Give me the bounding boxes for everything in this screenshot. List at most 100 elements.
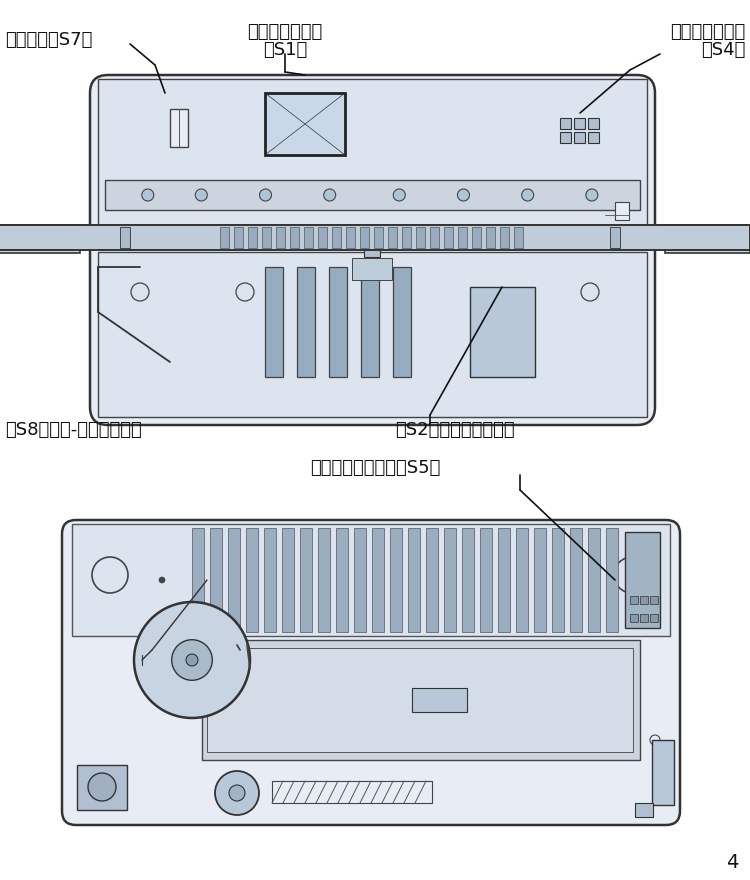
Bar [652, 740, 674, 805]
Bar [610, 227, 620, 248]
Bar [514, 227, 523, 248]
Bar [329, 267, 347, 377]
Bar [458, 227, 467, 248]
FancyBboxPatch shape [90, 75, 655, 425]
Bar [304, 227, 313, 248]
Circle shape [393, 189, 405, 201]
Bar [630, 614, 638, 622]
Bar [430, 227, 439, 248]
Bar [534, 528, 546, 632]
Circle shape [172, 640, 212, 680]
Bar [228, 528, 240, 632]
Bar [297, 267, 315, 377]
Bar [588, 132, 599, 143]
Bar [282, 528, 294, 632]
Bar [665, 225, 750, 253]
Text: 切纸刀感应开关: 切纸刀感应开关 [670, 23, 745, 41]
Bar [346, 227, 355, 248]
Bar [650, 614, 658, 622]
Bar [390, 528, 402, 632]
Bar [210, 528, 222, 632]
Bar [560, 118, 571, 129]
Bar [318, 528, 330, 632]
Bar [462, 528, 474, 632]
Bar [574, 118, 585, 129]
Circle shape [458, 189, 470, 201]
Bar [0, 225, 750, 250]
FancyBboxPatch shape [62, 520, 680, 825]
Bar [364, 237, 380, 257]
Bar [393, 267, 411, 377]
Circle shape [586, 189, 598, 201]
Bar [262, 227, 271, 248]
Bar [374, 227, 383, 248]
Bar [360, 227, 369, 248]
Bar [388, 227, 397, 248]
Bar [412, 688, 467, 712]
Bar [192, 528, 204, 632]
Bar [265, 267, 283, 377]
Circle shape [215, 771, 259, 815]
Bar [480, 528, 492, 632]
Bar [246, 528, 258, 632]
Bar [372, 528, 384, 632]
Bar [207, 648, 633, 752]
Bar [444, 528, 456, 632]
Bar [248, 227, 257, 248]
Text: 触摸屏主控制器: 触摸屏主控制器 [248, 23, 322, 41]
Circle shape [260, 189, 272, 201]
Bar [574, 132, 585, 143]
Bar [272, 781, 432, 803]
Bar [615, 202, 629, 220]
Bar [120, 227, 130, 248]
Bar [650, 596, 658, 604]
Bar [336, 528, 348, 632]
Circle shape [134, 602, 250, 718]
Bar [635, 803, 653, 817]
Bar [500, 227, 509, 248]
Bar [408, 528, 420, 632]
Bar [354, 528, 366, 632]
Text: 4: 4 [725, 853, 738, 871]
Bar [560, 132, 571, 143]
Bar [470, 287, 535, 377]
Bar [352, 258, 392, 280]
Text: （S1）: （S1） [262, 41, 308, 59]
Bar [486, 227, 495, 248]
Circle shape [142, 189, 154, 201]
Bar [276, 227, 285, 248]
Bar [472, 227, 481, 248]
Bar [264, 528, 276, 632]
Bar [361, 267, 379, 377]
Circle shape [159, 577, 165, 583]
Circle shape [195, 189, 207, 201]
Bar [606, 528, 618, 632]
Bar [0, 225, 80, 253]
Text: （S4）: （S4） [700, 41, 745, 59]
Bar [234, 227, 243, 248]
Text: （S8）手动-自动转换开关: （S8）手动-自动转换开关 [5, 421, 142, 439]
Circle shape [324, 189, 336, 201]
Bar [625, 532, 660, 628]
Bar [498, 528, 510, 632]
Text: 液压压板感应开关（S5）: 液压压板感应开关（S5） [310, 459, 440, 477]
Circle shape [186, 654, 198, 666]
Bar [332, 227, 341, 248]
Bar [588, 118, 599, 129]
Bar [426, 528, 438, 632]
Bar [72, 524, 670, 636]
Bar [640, 614, 648, 622]
Bar [630, 596, 638, 604]
Bar [300, 528, 312, 632]
Circle shape [88, 773, 116, 801]
Bar [570, 528, 582, 632]
Bar [265, 93, 345, 155]
Bar [98, 79, 647, 236]
Bar [170, 109, 188, 147]
Bar [290, 227, 299, 248]
Bar [98, 252, 647, 417]
Circle shape [229, 785, 245, 801]
Bar [516, 528, 528, 632]
Circle shape [522, 189, 534, 201]
Bar [220, 227, 229, 248]
